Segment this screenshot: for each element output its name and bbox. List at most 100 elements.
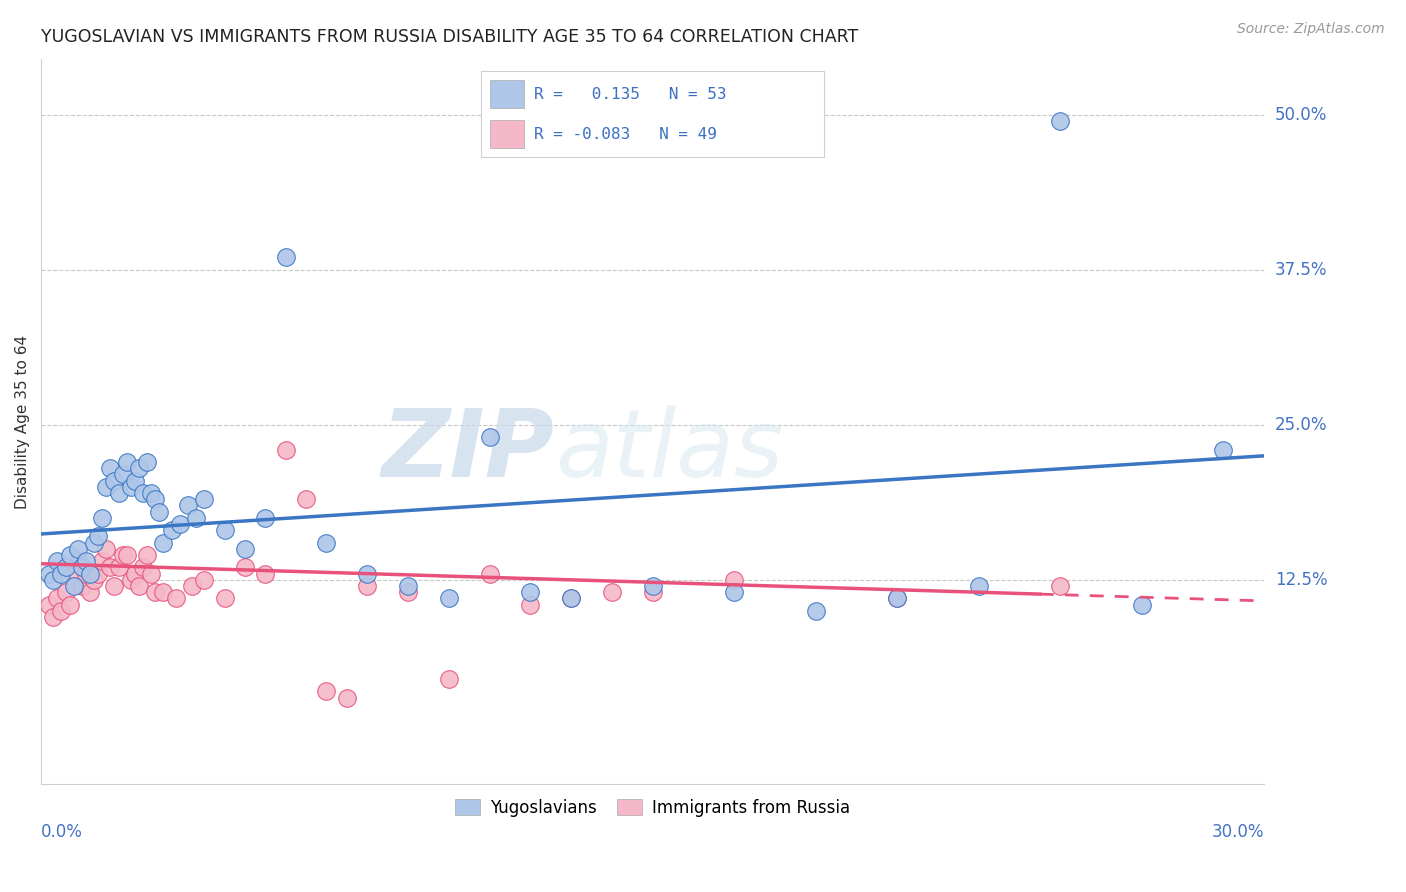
Point [83,535,105,549]
Point [107,486,129,500]
Point [91,554,114,568]
Text: Source: ZipAtlas.com: Source: ZipAtlas.com [1237,22,1385,37]
Point [51,566,73,581]
Point [87,529,110,543]
Point [214,591,236,606]
Point [193,573,215,587]
Text: 25.0%: 25.0% [1275,416,1327,434]
Legend: Yugoslavians, Immigrants from Russia: Yugoslavians, Immigrants from Russia [449,792,856,823]
Text: atlas: atlas [555,405,783,496]
Point [141,486,163,500]
Point [42,573,65,587]
Point [1130,598,1153,612]
Point [62,579,84,593]
Point [254,511,277,525]
Point [967,579,990,593]
Point [124,566,146,581]
Point [254,566,277,581]
Text: 0.0%: 0.0% [41,823,83,841]
Point [136,455,159,469]
Point [42,610,65,624]
Point [79,585,101,599]
Point [437,672,460,686]
Point [59,548,82,562]
Point [55,560,77,574]
Point [51,604,73,618]
Point [723,585,745,599]
Point [120,573,142,587]
Point [274,251,297,265]
Point [184,511,207,525]
Point [46,591,69,606]
Point [75,566,97,581]
Point [1049,114,1071,128]
Text: 50.0%: 50.0% [1275,106,1327,124]
Point [437,591,460,606]
Point [336,690,359,705]
Point [79,566,101,581]
Point [356,579,378,593]
Point [396,579,419,593]
Point [641,579,664,593]
Point [152,585,174,599]
Point [165,591,187,606]
Point [96,541,118,556]
Point [70,579,93,593]
Point [136,548,159,562]
Point [193,492,215,507]
Point [75,554,97,568]
Point [70,560,93,574]
Point [62,566,84,581]
Point [143,585,166,599]
Point [600,585,623,599]
Point [886,591,908,606]
Point [295,492,318,507]
Point [148,505,170,519]
Point [141,566,163,581]
Point [560,591,582,606]
Point [59,598,82,612]
Point [143,492,166,507]
Point [111,548,134,562]
Point [96,480,118,494]
Point [107,560,129,574]
Point [315,535,337,549]
Point [111,467,134,482]
Point [804,604,827,618]
Point [233,541,256,556]
Point [478,566,501,581]
Point [519,585,541,599]
Point [115,455,138,469]
Text: YUGOSLAVIAN VS IMMIGRANTS FROM RUSSIA DISABILITY AGE 35 TO 64 CORRELATION CHART: YUGOSLAVIAN VS IMMIGRANTS FROM RUSSIA DI… [41,29,858,46]
Point [38,566,60,581]
Point [132,560,155,574]
Point [66,554,89,568]
Text: 30.0%: 30.0% [1212,823,1264,841]
Point [38,598,60,612]
Point [274,442,297,457]
Y-axis label: Disability Age 35 to 64: Disability Age 35 to 64 [15,334,30,508]
Point [356,566,378,581]
Point [169,516,191,531]
Point [128,579,150,593]
Text: 12.5%: 12.5% [1275,571,1327,589]
Point [103,579,125,593]
Point [177,499,200,513]
Point [66,541,89,556]
Point [115,548,138,562]
Point [214,523,236,537]
Point [103,474,125,488]
Text: 37.5%: 37.5% [1275,260,1327,279]
Point [233,560,256,574]
Point [87,566,110,581]
Point [91,511,114,525]
Point [124,474,146,488]
Text: ZIP: ZIP [382,405,555,497]
Point [723,573,745,587]
Point [478,430,501,444]
Point [128,461,150,475]
Point [83,573,105,587]
Point [152,535,174,549]
Point [160,523,183,537]
Point [1049,579,1071,593]
